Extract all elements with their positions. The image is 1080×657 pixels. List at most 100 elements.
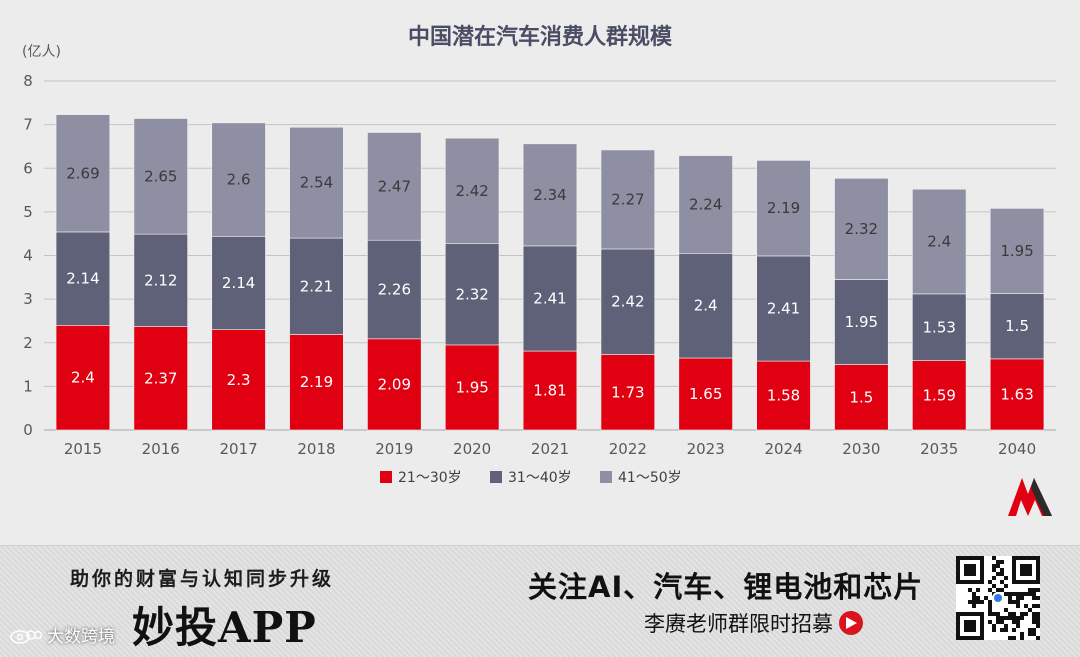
m-logo-icon bbox=[1008, 478, 1052, 516]
bar-segment bbox=[600, 149, 656, 250]
bar-segment bbox=[289, 126, 344, 239]
bar-segment bbox=[678, 253, 733, 359]
data-label: 2.69 bbox=[66, 164, 99, 182]
x-tick-label: 2022 bbox=[609, 440, 647, 458]
legend-swatch bbox=[600, 471, 612, 483]
data-label: 1.73 bbox=[611, 383, 644, 401]
x-tick-label: 2035 bbox=[920, 440, 958, 458]
bar-segment bbox=[912, 188, 967, 295]
bar-segment bbox=[678, 155, 733, 254]
watermark-text: 大数跨境 bbox=[47, 627, 115, 647]
y-tick-label: 0 bbox=[23, 421, 33, 439]
legend-label: 21～30岁 bbox=[398, 470, 462, 486]
bar-segment bbox=[756, 160, 811, 257]
data-label: 2.4 bbox=[694, 297, 718, 315]
banner-headline: 关注AI、汽车、锂电池和芯片 bbox=[528, 570, 924, 604]
bar-segment bbox=[756, 360, 811, 431]
data-label: 2.42 bbox=[611, 293, 644, 311]
legend-swatch bbox=[490, 471, 502, 483]
data-label: 1.95 bbox=[845, 313, 878, 331]
data-label: 2.4 bbox=[71, 369, 95, 387]
y-tick-label: 5 bbox=[23, 203, 33, 221]
data-label: 2.54 bbox=[300, 174, 333, 192]
weibo-icon bbox=[10, 626, 43, 644]
y-axis-ticks: 0 1 2 3 4 5 6 7 8 bbox=[23, 72, 33, 439]
data-label: 1.53 bbox=[923, 318, 956, 336]
data-label: 1.65 bbox=[689, 385, 722, 403]
data-label: 2.41 bbox=[767, 300, 800, 318]
bar-segment bbox=[522, 350, 578, 431]
data-label: 1.81 bbox=[533, 382, 566, 400]
y-tick-label: 8 bbox=[23, 72, 33, 90]
bar-segment bbox=[444, 137, 500, 245]
arrow-right-circle-icon[interactable] bbox=[839, 611, 863, 635]
y-axis-unit: (亿人) bbox=[22, 44, 61, 60]
bar-segment bbox=[133, 233, 188, 327]
y-tick-label: 2 bbox=[23, 334, 33, 352]
bar-segment bbox=[55, 231, 111, 326]
bar-segment bbox=[444, 243, 500, 346]
bar-segment bbox=[367, 239, 422, 340]
data-label: 2.14 bbox=[66, 270, 99, 288]
banner-recruit[interactable]: 李赓老师群限时招募 bbox=[644, 608, 863, 638]
data-label: 2.47 bbox=[378, 177, 411, 195]
data-label: 2.65 bbox=[144, 167, 177, 185]
data-label: 2.19 bbox=[300, 373, 333, 391]
data-label: 1.63 bbox=[1000, 385, 1033, 403]
x-tick-label: 2018 bbox=[297, 440, 335, 458]
bar-segment bbox=[522, 143, 578, 247]
bar-segment bbox=[367, 338, 422, 431]
data-label: 2.26 bbox=[378, 281, 411, 299]
data-label: 2.32 bbox=[455, 285, 488, 303]
bar-segment bbox=[522, 245, 578, 352]
qr-code-icon[interactable] bbox=[956, 556, 1040, 640]
x-tick-label: 2020 bbox=[453, 440, 491, 458]
data-label: 1.95 bbox=[1000, 242, 1033, 260]
bar-segment bbox=[600, 354, 656, 431]
bar-segment bbox=[989, 293, 1045, 360]
legend-label: 31～40岁 bbox=[508, 470, 572, 486]
x-tick-label: 2019 bbox=[375, 440, 413, 458]
y-tick-label: 7 bbox=[23, 116, 33, 134]
chart-title: 中国潜在汽车消费人群规模 bbox=[408, 24, 673, 50]
data-label: 1.5 bbox=[849, 388, 873, 406]
bar-segment bbox=[600, 248, 656, 355]
x-tick-label: 2023 bbox=[687, 440, 725, 458]
bar-segment bbox=[289, 334, 344, 431]
x-tick-label: 2024 bbox=[764, 440, 802, 458]
bar-segment bbox=[211, 122, 266, 237]
data-label: 1.5 bbox=[1005, 317, 1029, 335]
legend-label: 41～50岁 bbox=[618, 470, 682, 486]
data-labels: 2.4 2.14 2.69 2.37 2.12 2.65 2.3 2.14 2.6 2.19 2.2… bbox=[66, 164, 1034, 406]
data-label: 2.34 bbox=[533, 186, 566, 204]
bar-segment bbox=[678, 357, 733, 431]
bar-segment bbox=[367, 132, 422, 241]
data-label: 2.24 bbox=[689, 195, 722, 213]
legend-swatch bbox=[380, 471, 392, 483]
x-tick-label: 2030 bbox=[842, 440, 880, 458]
x-axis-ticks: 2015 2016 2017 2018 2019 2020 2021 2022 2023 2024… bbox=[64, 440, 1036, 458]
recruit-text: 李赓老师群限时招募 bbox=[644, 612, 833, 636]
data-label: 2.41 bbox=[533, 289, 566, 307]
bar-segment bbox=[444, 344, 500, 431]
data-label: 2.14 bbox=[222, 274, 255, 292]
data-label: 1.58 bbox=[767, 387, 800, 405]
bar-segment bbox=[756, 255, 811, 362]
data-label: 1.95 bbox=[455, 378, 488, 396]
x-tick-label: 2015 bbox=[64, 440, 102, 458]
y-tick-label: 3 bbox=[23, 290, 33, 308]
x-tick-label: 2017 bbox=[220, 440, 258, 458]
promo-banner[interactable]: 助你的财富与认知同步升级 妙投APP 大数跨境 关注AI、汽车、锂电池和芯片 李… bbox=[0, 545, 1080, 657]
data-label: 2.09 bbox=[378, 375, 411, 393]
x-tick-label: 2040 bbox=[998, 440, 1036, 458]
bar-segment bbox=[834, 364, 889, 431]
bars bbox=[55, 114, 1045, 431]
bar-segment bbox=[55, 114, 111, 233]
watermark: 大数跨境 bbox=[10, 622, 115, 647]
data-label: 2.21 bbox=[300, 277, 333, 295]
bar-segment bbox=[912, 293, 967, 361]
bar-segment bbox=[989, 208, 1045, 294]
y-tick-label: 1 bbox=[23, 377, 33, 395]
